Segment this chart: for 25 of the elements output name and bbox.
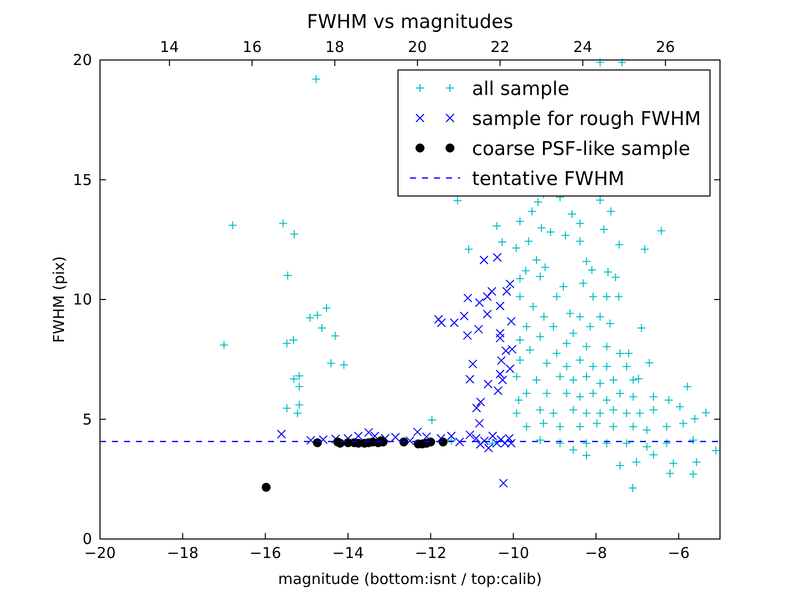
x-tick-label: −8 [584, 544, 608, 562]
x2-tick-label: 20 [408, 38, 427, 56]
x2-tick-label: 22 [490, 38, 510, 56]
y-tick-label: 15 [72, 170, 92, 189]
legend-label: sample for rough FWHM [472, 108, 701, 130]
x-tick-label: −14 [332, 544, 364, 562]
legend-label: tentative FWHM [472, 168, 624, 190]
x-tick-label: −6 [668, 544, 690, 562]
x-tick-label: −10 [498, 544, 530, 562]
x-tick-label: −18 [166, 544, 198, 562]
x2-tick-label: 16 [242, 38, 262, 56]
x-tick-label: −16 [250, 544, 282, 562]
y-tick-label: 20 [72, 51, 92, 69]
x-axis-title: magnitude (bottom:isnt / top:calib) [278, 570, 542, 588]
y-tick-label: 5 [82, 410, 92, 428]
legend-label: all sample [472, 78, 570, 100]
x2-tick-label: 24 [573, 38, 592, 56]
y-axis-title: FWHM (pix) [50, 256, 68, 343]
chart-title: FWHM vs magnitudes [306, 11, 514, 33]
x2-tick-label: 18 [325, 38, 344, 56]
x-tick-label: −12 [414, 544, 446, 562]
x2-tick-label: 26 [656, 38, 675, 56]
y-tick-label: 10 [72, 290, 92, 308]
x2-tick-label: 14 [160, 38, 179, 56]
legend-label: coarse PSF-like sample [472, 138, 690, 160]
